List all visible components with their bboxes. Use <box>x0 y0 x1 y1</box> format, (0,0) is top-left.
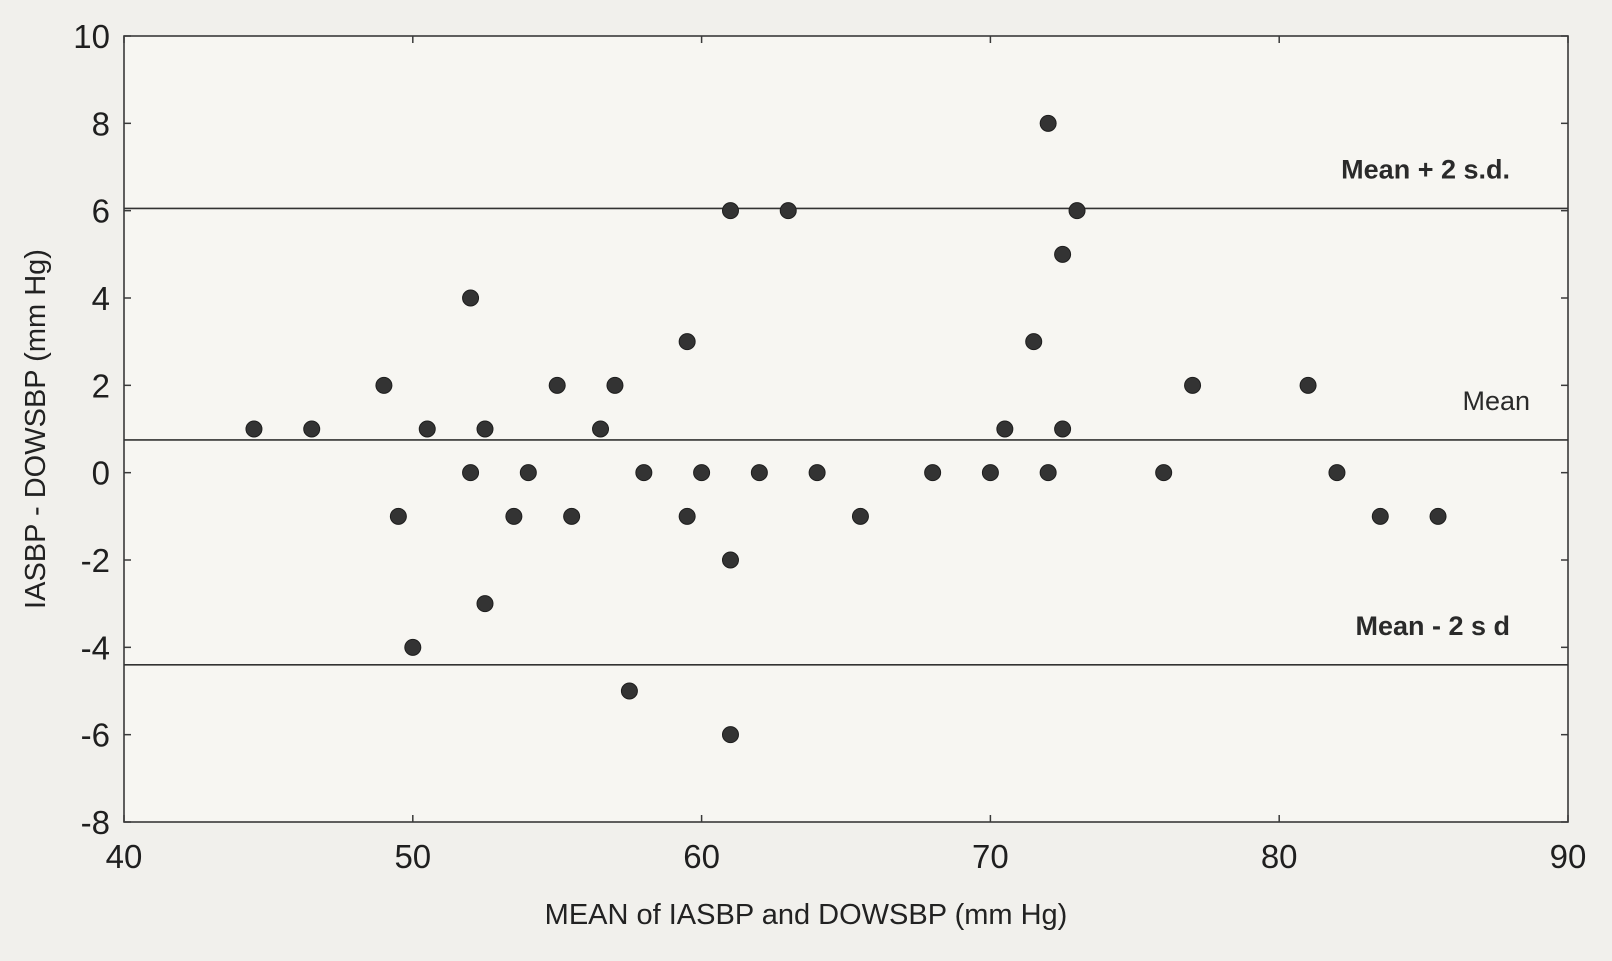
data-point <box>808 464 826 482</box>
data-point <box>635 464 653 482</box>
data-point <box>505 507 523 525</box>
x-tick-label: 80 <box>1261 838 1298 875</box>
data-point <box>1039 114 1057 132</box>
data-point <box>678 507 696 525</box>
y-tick-label: 10 <box>73 18 110 55</box>
data-point <box>1039 464 1057 482</box>
data-point <box>620 682 638 700</box>
y-tick-label: 6 <box>92 193 110 230</box>
data-point <box>303 420 321 438</box>
data-point <box>245 420 263 438</box>
data-point <box>592 420 610 438</box>
data-point <box>476 420 494 438</box>
data-point <box>721 551 739 569</box>
plot-area-frame <box>123 35 1569 823</box>
data-point <box>851 507 869 525</box>
data-point <box>1371 507 1389 525</box>
data-point <box>721 202 739 220</box>
x-tick-label: 90 <box>1550 838 1587 875</box>
data-point <box>1054 420 1072 438</box>
x-axis-title: MEAN of IASBP and DOWSBP (mm Hg) <box>545 899 1068 931</box>
y-tick-label: 0 <box>92 455 110 492</box>
x-tick-label: 40 <box>106 838 143 875</box>
data-point <box>462 289 480 307</box>
y-tick-label: -6 <box>81 717 110 754</box>
data-point <box>678 333 696 351</box>
data-point <box>606 376 624 394</box>
y-tick-label: 4 <box>92 280 110 317</box>
data-point <box>693 464 711 482</box>
data-point <box>548 376 566 394</box>
data-point <box>404 638 422 656</box>
data-point <box>563 507 581 525</box>
data-point <box>721 726 739 744</box>
data-point <box>750 464 768 482</box>
data-point <box>1299 376 1317 394</box>
data-point <box>418 420 436 438</box>
data-point <box>924 464 942 482</box>
data-point <box>1054 245 1072 263</box>
y-tick-label: 2 <box>92 367 110 404</box>
data-point <box>375 376 393 394</box>
y-tick-label: -8 <box>81 804 110 841</box>
x-tick-label: 70 <box>972 838 1009 875</box>
y-tick-label: 8 <box>92 105 110 142</box>
data-point <box>1429 507 1447 525</box>
y-tick-label: -2 <box>81 542 110 579</box>
data-point <box>1155 464 1173 482</box>
data-point <box>981 464 999 482</box>
data-point <box>462 464 480 482</box>
x-tick-label: 60 <box>683 838 720 875</box>
data-point <box>1184 376 1202 394</box>
y-tick-label: -4 <box>81 629 110 666</box>
data-point <box>996 420 1014 438</box>
x-tick-label: 50 <box>394 838 431 875</box>
reference-label-upper-limit: Mean + 2 s.d. <box>1341 154 1510 184</box>
data-point <box>389 507 407 525</box>
reference-label-lower-limit: Mean - 2 s d <box>1355 611 1510 641</box>
y-axis-title: IASBP - DOWSBP (mm Hg) <box>20 249 52 609</box>
data-point <box>1068 202 1086 220</box>
data-point <box>779 202 797 220</box>
data-point <box>1025 333 1043 351</box>
data-point <box>519 464 537 482</box>
reference-label-mean: Mean <box>1462 386 1530 416</box>
data-point <box>476 595 494 613</box>
data-point <box>1328 464 1346 482</box>
